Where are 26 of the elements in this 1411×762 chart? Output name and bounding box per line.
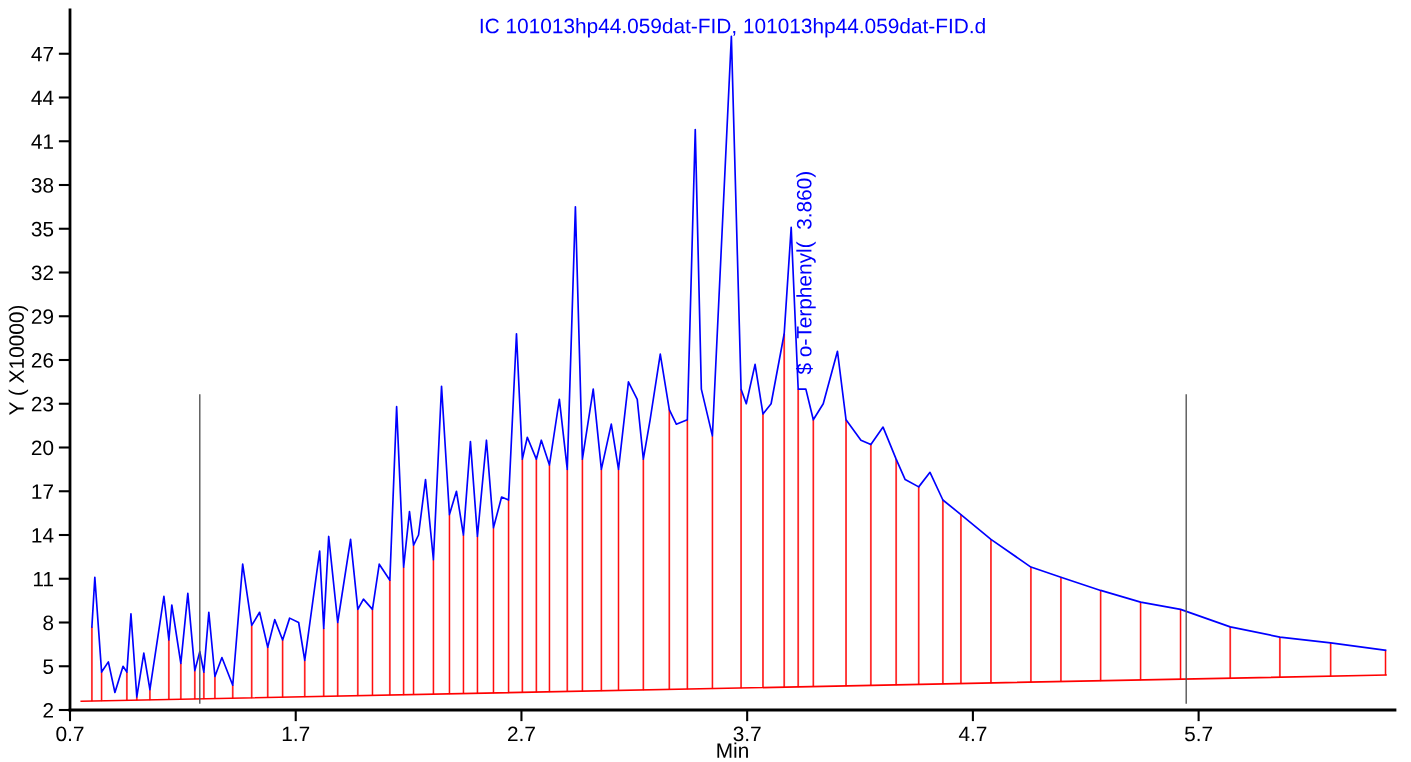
y-tick-label: 38 — [31, 178, 54, 193]
y-tick-label: 23 — [31, 396, 54, 412]
x-tick-label: 2.7 — [508, 726, 535, 742]
y-tick-label: 41 — [31, 134, 54, 149]
y-tick-label: 11 — [33, 571, 54, 587]
y-tick-label: 20 — [31, 440, 54, 456]
y-tick-label: 32 — [31, 265, 53, 281]
y-tick-label: 14 — [32, 528, 54, 543]
x-axis-title: Min — [717, 742, 748, 758]
x-tick-label: 5.7 — [1184, 726, 1213, 742]
annotation: $ o-Terphenyl( 3.860) — [795, 172, 816, 375]
x-tick-label: 3.7 — [733, 726, 761, 742]
chart-title: IC 101013hp44.059dat-FID, 101013hp44.059dat-FID.d — [480, 18, 985, 38]
y-tick-label: 35 — [31, 221, 54, 237]
x-tick-label: 4.7 — [958, 726, 987, 742]
y-axis-title: Y ( X10000) — [8, 305, 29, 415]
y-tick-label: 2 — [43, 703, 53, 718]
y-tick-label: 44 — [31, 90, 54, 106]
x-tick-label: 1.7 — [282, 726, 310, 742]
x-tick-label: 0.7 — [56, 726, 84, 742]
y-tick-label: 26 — [31, 353, 54, 368]
y-tick-label: 8 — [43, 615, 54, 631]
y-tick-label: 29 — [31, 309, 54, 324]
y-tick-label: 5 — [43, 659, 54, 674]
y-tick-label: 17 — [32, 484, 53, 499]
y-tick-label: 47 — [31, 46, 53, 62]
